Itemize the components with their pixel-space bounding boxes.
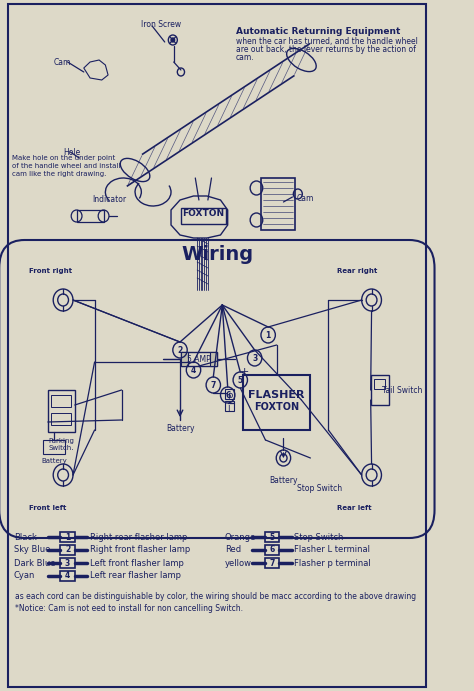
Text: yellow: yellow bbox=[225, 558, 252, 567]
Text: 2: 2 bbox=[177, 346, 182, 354]
Text: Hole: Hole bbox=[63, 148, 81, 157]
Text: Dark Blue: Dark Blue bbox=[14, 558, 55, 567]
Text: 1: 1 bbox=[65, 533, 70, 542]
Bar bbox=[181, 352, 188, 366]
Text: FOXTON: FOXTON bbox=[254, 401, 299, 412]
Text: P: P bbox=[227, 393, 232, 402]
Bar bbox=[243, 375, 310, 430]
Text: Rear right: Rear right bbox=[337, 268, 378, 274]
Text: 7: 7 bbox=[210, 381, 216, 390]
Text: when the car has turned, and the handle wheel: when the car has turned, and the handle … bbox=[236, 37, 418, 46]
Text: Black: Black bbox=[14, 533, 36, 542]
Text: 4: 4 bbox=[191, 366, 196, 375]
Text: 6: 6 bbox=[225, 390, 230, 399]
Text: Right rear flasher lamp: Right rear flasher lamp bbox=[90, 533, 187, 542]
Bar bbox=[225, 389, 234, 399]
Text: Orange: Orange bbox=[225, 533, 256, 542]
Text: Battery: Battery bbox=[41, 458, 67, 464]
Text: 7: 7 bbox=[269, 558, 274, 567]
Text: Rear left: Rear left bbox=[337, 505, 372, 511]
Bar bbox=[264, 558, 279, 568]
Bar bbox=[51, 413, 71, 425]
Bar bbox=[60, 571, 75, 581]
Text: 3: 3 bbox=[252, 354, 257, 363]
Text: of the handle wheel and install: of the handle wheel and install bbox=[12, 163, 120, 169]
Text: Left front flasher lamp: Left front flasher lamp bbox=[90, 558, 184, 567]
Text: Left rear flasher lamp: Left rear flasher lamp bbox=[90, 571, 181, 580]
Text: FOXTON: FOXTON bbox=[182, 209, 225, 218]
Text: Sky Blue: Sky Blue bbox=[14, 545, 50, 554]
Text: *Notice: Cam is not eed to install for non cancelling Switch.: *Notice: Cam is not eed to install for n… bbox=[16, 604, 244, 613]
Bar bbox=[261, 178, 295, 230]
Bar bbox=[60, 545, 75, 555]
Text: 6: 6 bbox=[269, 545, 274, 554]
Bar bbox=[48, 390, 75, 432]
Text: L: L bbox=[227, 405, 232, 414]
Text: Cam: Cam bbox=[54, 58, 72, 67]
Text: Wiring: Wiring bbox=[182, 245, 254, 264]
Text: 3: 3 bbox=[65, 558, 70, 567]
Circle shape bbox=[171, 38, 174, 42]
Bar bbox=[181, 208, 226, 224]
Text: Flasher L terminal: Flasher L terminal bbox=[294, 545, 370, 554]
Text: Indicator: Indicator bbox=[92, 195, 126, 204]
Text: 5 AMP: 5 AMP bbox=[187, 354, 211, 363]
Text: 4: 4 bbox=[65, 571, 70, 580]
Text: Stop Switch: Stop Switch bbox=[297, 484, 342, 493]
Text: Iron Screw: Iron Screw bbox=[141, 20, 182, 29]
Text: Battery: Battery bbox=[166, 424, 194, 433]
Text: Right front flasher lamp: Right front flasher lamp bbox=[90, 545, 191, 554]
Bar bbox=[51, 395, 71, 407]
Text: Cam: Cam bbox=[297, 194, 314, 203]
Text: Cyan: Cyan bbox=[14, 571, 35, 580]
Text: Flasher p terminal: Flasher p terminal bbox=[294, 558, 371, 567]
Bar bbox=[371, 375, 389, 405]
Text: +: + bbox=[240, 367, 249, 377]
Text: Automatic Returning Equipment: Automatic Returning Equipment bbox=[236, 27, 400, 36]
Text: 1: 1 bbox=[265, 330, 271, 339]
Bar bbox=[210, 352, 217, 366]
Text: Battery: Battery bbox=[269, 476, 298, 485]
Text: as each cord can be distinguishable by color, the wiring should be macc accordin: as each cord can be distinguishable by c… bbox=[16, 592, 417, 601]
Bar bbox=[60, 532, 75, 542]
Text: 5: 5 bbox=[237, 375, 243, 384]
Text: Parking
Switch.: Parking Switch. bbox=[48, 438, 74, 451]
Ellipse shape bbox=[287, 48, 316, 72]
Bar bbox=[264, 532, 279, 542]
Bar bbox=[77, 210, 104, 222]
Text: Make hole on the under point: Make hole on the under point bbox=[12, 155, 115, 161]
Text: Red: Red bbox=[225, 545, 241, 554]
Text: 2: 2 bbox=[65, 545, 70, 554]
Text: cam.: cam. bbox=[236, 53, 255, 62]
Bar bbox=[181, 352, 217, 366]
Bar bbox=[60, 558, 75, 568]
Text: are out back, the lever returns by the action of: are out back, the lever returns by the a… bbox=[236, 45, 416, 54]
Text: cam like the right drawing.: cam like the right drawing. bbox=[12, 171, 106, 177]
Bar bbox=[225, 401, 234, 411]
Text: Front left: Front left bbox=[29, 505, 66, 511]
Text: Tail Switch: Tail Switch bbox=[383, 386, 423, 395]
Text: Stop Switch: Stop Switch bbox=[294, 533, 344, 542]
Text: Front right: Front right bbox=[29, 268, 72, 274]
Bar bbox=[374, 379, 385, 389]
Bar bbox=[264, 545, 279, 555]
Text: 5: 5 bbox=[269, 533, 274, 542]
Bar bbox=[43, 440, 65, 454]
Text: FLASHER: FLASHER bbox=[248, 390, 305, 399]
